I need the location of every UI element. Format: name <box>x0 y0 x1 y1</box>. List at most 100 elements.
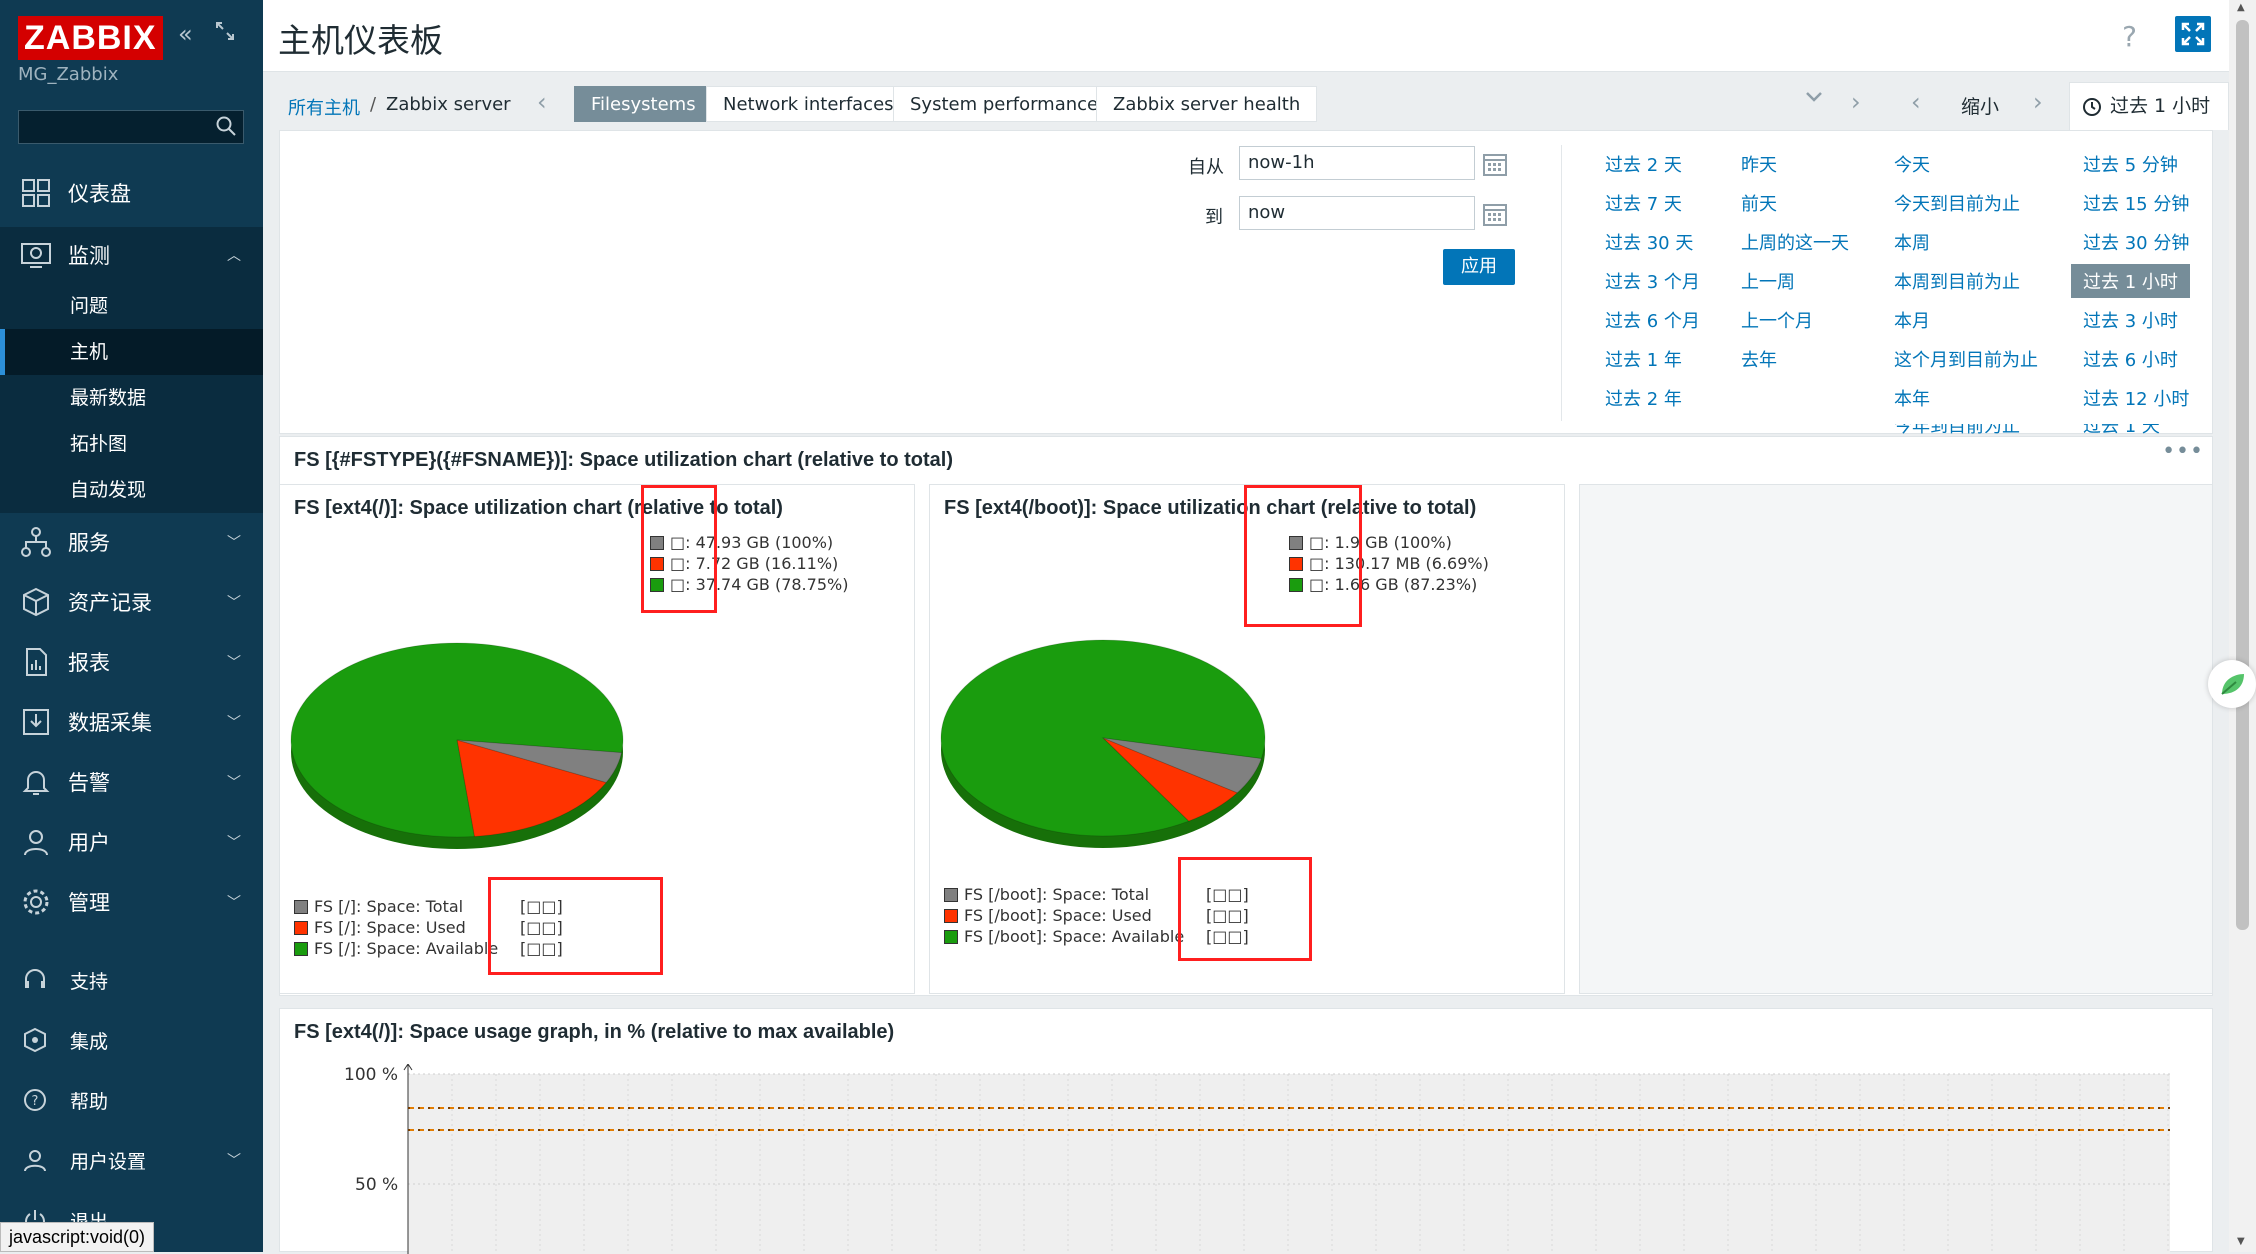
graph-plot-area <box>403 1064 2170 1254</box>
time-next-icon[interactable]: › <box>2033 88 2043 116</box>
to-input[interactable]: now <box>1239 196 1475 230</box>
from-input[interactable]: now-1h <box>1239 146 1475 180</box>
pie2-bottom-legend-total-text: FS [/boot]: Space: Total <box>964 885 1150 904</box>
pie2-legend-available-text: □: 1.66 GB (87.23%) <box>1309 575 1478 594</box>
menu-users[interactable]: 用户 ﹀ <box>0 814 263 870</box>
collapse-sidebar-icon[interactable]: « <box>178 20 193 48</box>
quick-range-this-week[interactable]: 本周 <box>1894 233 1930 254</box>
pie2-bottom-value-available: [□□] <box>1206 927 1249 946</box>
quick-range-this-year-so-far[interactable]: 今年到目前为止 <box>1894 424 2020 434</box>
quick-range-last-2-days[interactable]: 过去 2 天 <box>1605 155 1682 176</box>
quick-range-last-3-hours[interactable]: 过去 3 小时 <box>2083 311 2178 332</box>
submenu-latest-data[interactable]: 最新数据 <box>70 387 147 409</box>
calendar-icon[interactable] <box>1482 201 1508 227</box>
search-icon[interactable] <box>215 115 237 137</box>
help-button[interactable]: ? <box>2122 20 2137 53</box>
quick-range-today-so-far[interactable]: 今天到目前为止 <box>1894 194 2020 215</box>
tabs-next-icon[interactable]: › <box>1851 88 1861 116</box>
tab-network-interfaces[interactable]: Network interfaces <box>706 86 911 122</box>
zoom-out-button[interactable]: 缩小 <box>1961 96 2000 118</box>
hide-sidebar-icon[interactable] <box>214 20 236 48</box>
pie1-slice-available <box>290 642 624 838</box>
quick-range-last-1-year[interactable]: 过去 1 年 <box>1605 350 1682 371</box>
menu-monitoring[interactable]: 监测 ︿ <box>0 227 263 283</box>
quick-range-yesterday[interactable]: 昨天 <box>1741 155 1777 176</box>
legend-swatch-gray <box>650 535 664 550</box>
legend-swatch-gray <box>944 887 958 902</box>
menu-services[interactable]: 服务 ﹀ <box>0 514 263 570</box>
kiosk-mode-button[interactable] <box>2175 16 2211 52</box>
chevron-down-icon: ﹀ <box>227 595 241 611</box>
quick-range-last-1-day[interactable]: 过去 1 天 <box>2083 424 2160 434</box>
breadcrumb-host[interactable]: Zabbix server <box>386 94 511 115</box>
menu-dashboard[interactable]: 仪表盘 <box>0 165 263 221</box>
chevron-down-icon: ﹀ <box>227 1153 241 1169</box>
tab-zabbix-server-health[interactable]: Zabbix server health <box>1096 86 1318 122</box>
submenu-discovery[interactable]: 自动发现 <box>70 479 147 501</box>
quick-range-last-7-days[interactable]: 过去 7 天 <box>1605 194 1682 215</box>
floating-assistant-button[interactable] <box>2208 660 2256 708</box>
menu-support[interactable]: 支持 <box>0 952 263 1008</box>
menu-administration-label: 管理 <box>68 891 110 915</box>
scroll-down-arrow[interactable]: ▼ <box>2237 1236 2245 1247</box>
menu-administration[interactable]: 管理 ﹀ <box>0 874 263 930</box>
apply-button[interactable]: 应用 <box>1443 249 1515 285</box>
quick-range-last-6-hours[interactable]: 过去 6 小时 <box>2083 350 2178 371</box>
quick-range-previous-week[interactable]: 上一周 <box>1741 272 1795 293</box>
submenu-maps[interactable]: 拓扑图 <box>70 433 128 455</box>
scroll-up-arrow[interactable]: ▲ <box>2237 2 2245 13</box>
quick-range-today[interactable]: 今天 <box>1894 155 1930 176</box>
submenu-hosts[interactable]: 主机 <box>0 329 263 375</box>
tab-system-performance[interactable]: System performance <box>893 86 1116 122</box>
help-icon: ? <box>24 1089 46 1111</box>
monitoring-icon <box>21 243 51 268</box>
quick-range-day-before-yesterday[interactable]: 前天 <box>1741 194 1777 215</box>
calendar-icon[interactable] <box>1482 151 1508 177</box>
pie2-legend-used-text: □: 130.17 MB (6.69%) <box>1309 554 1489 573</box>
quick-range-last-30-days[interactable]: 过去 30 天 <box>1605 233 1694 254</box>
menu-integrations[interactable]: 集成 <box>0 1012 263 1068</box>
menu-user-settings[interactable]: 用户设置 ﹀ <box>0 1132 263 1188</box>
tab-filesystems[interactable]: Filesystems <box>574 86 713 122</box>
quick-range-previous-year[interactable]: 去年 <box>1741 350 1777 371</box>
quick-range-last-15-minutes[interactable]: 过去 15 分钟 <box>2083 194 2190 215</box>
menu-inventory[interactable]: 资产记录 ﹀ <box>0 574 263 630</box>
menu-reports[interactable]: 报表 ﹀ <box>0 634 263 690</box>
sidebar-search-input[interactable] <box>18 110 244 144</box>
quick-range-this-day-last-week[interactable]: 上周的这一天 <box>1741 233 1849 254</box>
menu-data-collection[interactable]: 数据采集 ﹀ <box>0 694 263 750</box>
menu-help[interactable]: ? 帮助 <box>0 1072 263 1128</box>
quick-range-previous-month[interactable]: 上一个月 <box>1741 311 1813 332</box>
tabs-prev-icon[interactable]: ‹ <box>537 88 547 116</box>
page-scrollbar[interactable]: ▲ ▼ <box>2229 0 2256 1252</box>
quick-range-last-2-years[interactable]: 过去 2 年 <box>1605 389 1682 410</box>
page-title: 主机仪表板 <box>278 21 443 60</box>
quick-range-last-5-minutes[interactable]: 过去 5 分钟 <box>2083 155 2178 176</box>
submenu-problems[interactable]: 问题 <box>70 295 109 317</box>
svg-text:?: ? <box>32 1094 39 1109</box>
quick-range-last-6-months[interactable]: 过去 6 个月 <box>1605 311 1700 332</box>
quick-range-this-month-so-far[interactable]: 这个月到目前为止 <box>1894 350 2038 371</box>
quick-range-this-month[interactable]: 本月 <box>1894 311 1930 332</box>
integrations-icon <box>24 1027 46 1053</box>
zabbix-logo[interactable]: ZABBIX <box>18 16 163 60</box>
pie1-bottom-value-total: [□□] <box>520 897 563 916</box>
widget-menu-icon[interactable]: ••• <box>2162 439 2204 464</box>
quick-range-last-30-minutes[interactable]: 过去 30 分钟 <box>2083 233 2190 254</box>
menu-help-label: 帮助 <box>70 1090 109 1113</box>
time-period-label: 过去 1 小时 <box>2110 95 2211 117</box>
quick-range-this-week-so-far[interactable]: 本周到目前为止 <box>1894 272 2020 293</box>
time-period-tab[interactable]: 过去 1 小时 <box>2069 82 2229 130</box>
scroll-thumb[interactable] <box>2236 20 2249 930</box>
quick-range-last-1-hour[interactable]: 过去 1 小时 <box>2071 264 2190 298</box>
quick-range-this-year[interactable]: 本年 <box>1894 389 1930 410</box>
pie2-bottom-legend-available-text: FS [/boot]: Space: Available <box>964 927 1185 946</box>
quick-range-last-3-months[interactable]: 过去 3 个月 <box>1605 272 1700 293</box>
tabs-dropdown-icon[interactable] <box>1803 86 1825 114</box>
pie2-bottom-value-used: [□□] <box>1206 906 1249 925</box>
quick-range-last-12-hours[interactable]: 过去 12 小时 <box>2083 389 2190 410</box>
breadcrumb-all-hosts[interactable]: 所有主机 <box>288 98 360 119</box>
menu-monitoring-label: 监测 <box>68 244 110 268</box>
time-prev-icon[interactable]: ‹ <box>1911 88 1921 116</box>
menu-alerts[interactable]: 告警 ﹀ <box>0 754 263 810</box>
